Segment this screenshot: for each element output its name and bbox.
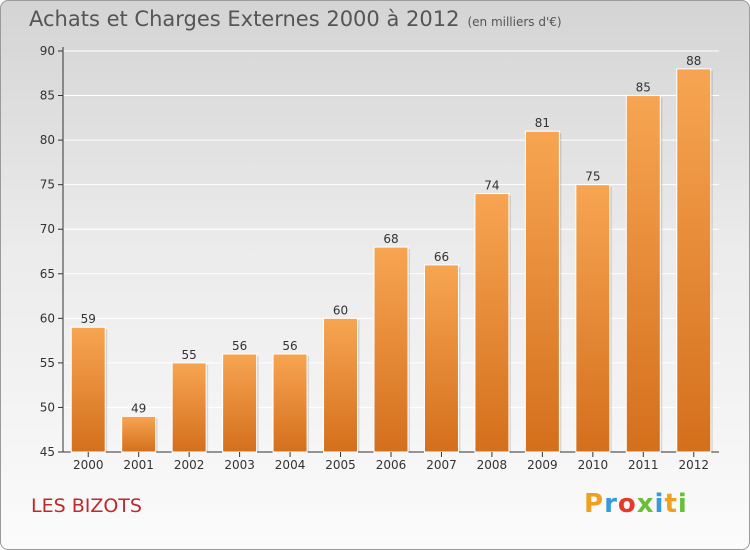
- data-label: 74: [484, 179, 499, 193]
- proxiti-logo: Proxiti: [584, 489, 688, 519]
- x-tick-label: 2004: [275, 458, 306, 472]
- y-tick-label: 80: [40, 133, 55, 147]
- x-tick-label: 2007: [426, 458, 457, 472]
- data-label: 85: [636, 81, 651, 95]
- x-tick-label: 2010: [578, 458, 609, 472]
- y-tick-label: 85: [40, 89, 55, 103]
- y-tick-label: 70: [40, 222, 55, 236]
- chart-title: Achats et Charges Externes 2000 à 2012 (e…: [29, 7, 562, 31]
- y-tick-label: 65: [40, 267, 55, 281]
- data-label: 60: [333, 303, 348, 317]
- data-label: 56: [232, 339, 247, 353]
- bar: [272, 353, 308, 453]
- bar: [676, 68, 712, 453]
- bar: [171, 362, 207, 453]
- bar: [323, 317, 359, 453]
- data-label: 88: [686, 54, 701, 68]
- x-tick-label: 2011: [628, 458, 659, 472]
- data-label: 55: [182, 348, 197, 362]
- x-tick-label: 2000: [73, 458, 104, 472]
- bar: [524, 130, 560, 453]
- chart-title-text: Achats et Charges Externes 2000 à 2012: [29, 7, 460, 31]
- y-tick-label: 60: [40, 311, 55, 325]
- y-tick-label: 50: [40, 400, 55, 414]
- bar: [474, 193, 510, 453]
- data-label: 75: [585, 170, 600, 184]
- bar: [70, 326, 106, 453]
- data-label: 56: [282, 339, 297, 353]
- data-label: 68: [383, 232, 398, 246]
- bar: [121, 415, 157, 453]
- data-label: 59: [81, 312, 96, 326]
- x-tick-label: 2002: [174, 458, 205, 472]
- x-tick-label: 2003: [224, 458, 255, 472]
- bar: [222, 353, 258, 453]
- x-tick-label: 2005: [325, 458, 356, 472]
- data-label: 66: [434, 250, 449, 264]
- x-tick-label: 2001: [123, 458, 154, 472]
- bar: [625, 95, 661, 453]
- location-label: LES BIZOTS: [31, 495, 142, 517]
- chart-subtitle: (en milliers d'€): [467, 15, 562, 29]
- bar: [373, 246, 409, 453]
- y-tick-label: 75: [40, 178, 55, 192]
- bar: [575, 184, 611, 453]
- data-label: 49: [131, 401, 146, 415]
- y-tick-label: 45: [40, 445, 55, 459]
- x-tick-label: 2006: [376, 458, 407, 472]
- x-tick-label: 2008: [477, 458, 508, 472]
- bar: [423, 264, 459, 453]
- x-tick-label: 2009: [527, 458, 558, 472]
- y-tick-label: 55: [40, 356, 55, 370]
- data-label: 81: [535, 116, 550, 130]
- y-tick-label: 90: [40, 44, 55, 58]
- x-tick-label: 2012: [678, 458, 709, 472]
